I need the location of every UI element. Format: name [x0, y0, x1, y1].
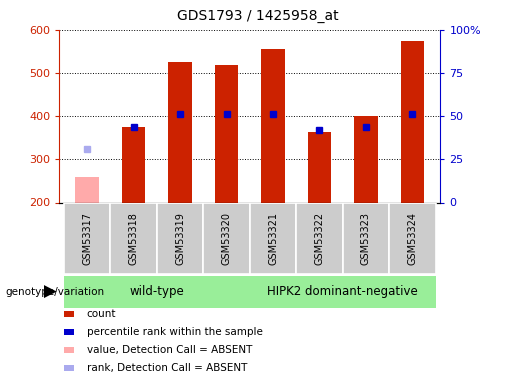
Bar — [110, 202, 157, 274]
Bar — [354, 116, 377, 202]
Text: HIPK2 dominant-negative: HIPK2 dominant-negative — [267, 285, 418, 298]
Bar — [64, 202, 110, 274]
Text: GSM53318: GSM53318 — [129, 211, 139, 265]
Text: wild-type: wild-type — [129, 285, 184, 298]
Text: GSM53317: GSM53317 — [82, 211, 92, 265]
Text: GSM53323: GSM53323 — [361, 211, 371, 265]
Text: percentile rank within the sample: percentile rank within the sample — [87, 327, 263, 337]
Bar — [203, 202, 250, 274]
Text: GSM53322: GSM53322 — [315, 211, 324, 265]
Bar — [122, 127, 145, 202]
Bar — [250, 276, 436, 308]
Text: rank, Detection Call = ABSENT: rank, Detection Call = ABSENT — [87, 363, 247, 373]
Polygon shape — [44, 285, 57, 298]
Text: GSM53324: GSM53324 — [407, 211, 418, 265]
Bar — [250, 202, 296, 274]
Bar — [296, 202, 342, 274]
Text: GSM53320: GSM53320 — [221, 211, 232, 265]
Bar — [157, 202, 203, 274]
Bar — [64, 276, 250, 308]
Text: count: count — [87, 309, 116, 319]
Text: GSM53321: GSM53321 — [268, 211, 278, 265]
Bar — [262, 50, 285, 202]
Bar — [308, 132, 331, 202]
Bar — [342, 202, 389, 274]
Text: genotype/variation: genotype/variation — [5, 286, 104, 297]
Bar — [76, 177, 99, 203]
Text: GDS1793 / 1425958_at: GDS1793 / 1425958_at — [177, 9, 338, 23]
Bar — [389, 202, 436, 274]
Text: value, Detection Call = ABSENT: value, Detection Call = ABSENT — [87, 345, 252, 355]
Bar — [168, 62, 192, 202]
Bar — [215, 64, 238, 203]
Bar — [401, 41, 424, 203]
Text: GSM53319: GSM53319 — [175, 211, 185, 265]
